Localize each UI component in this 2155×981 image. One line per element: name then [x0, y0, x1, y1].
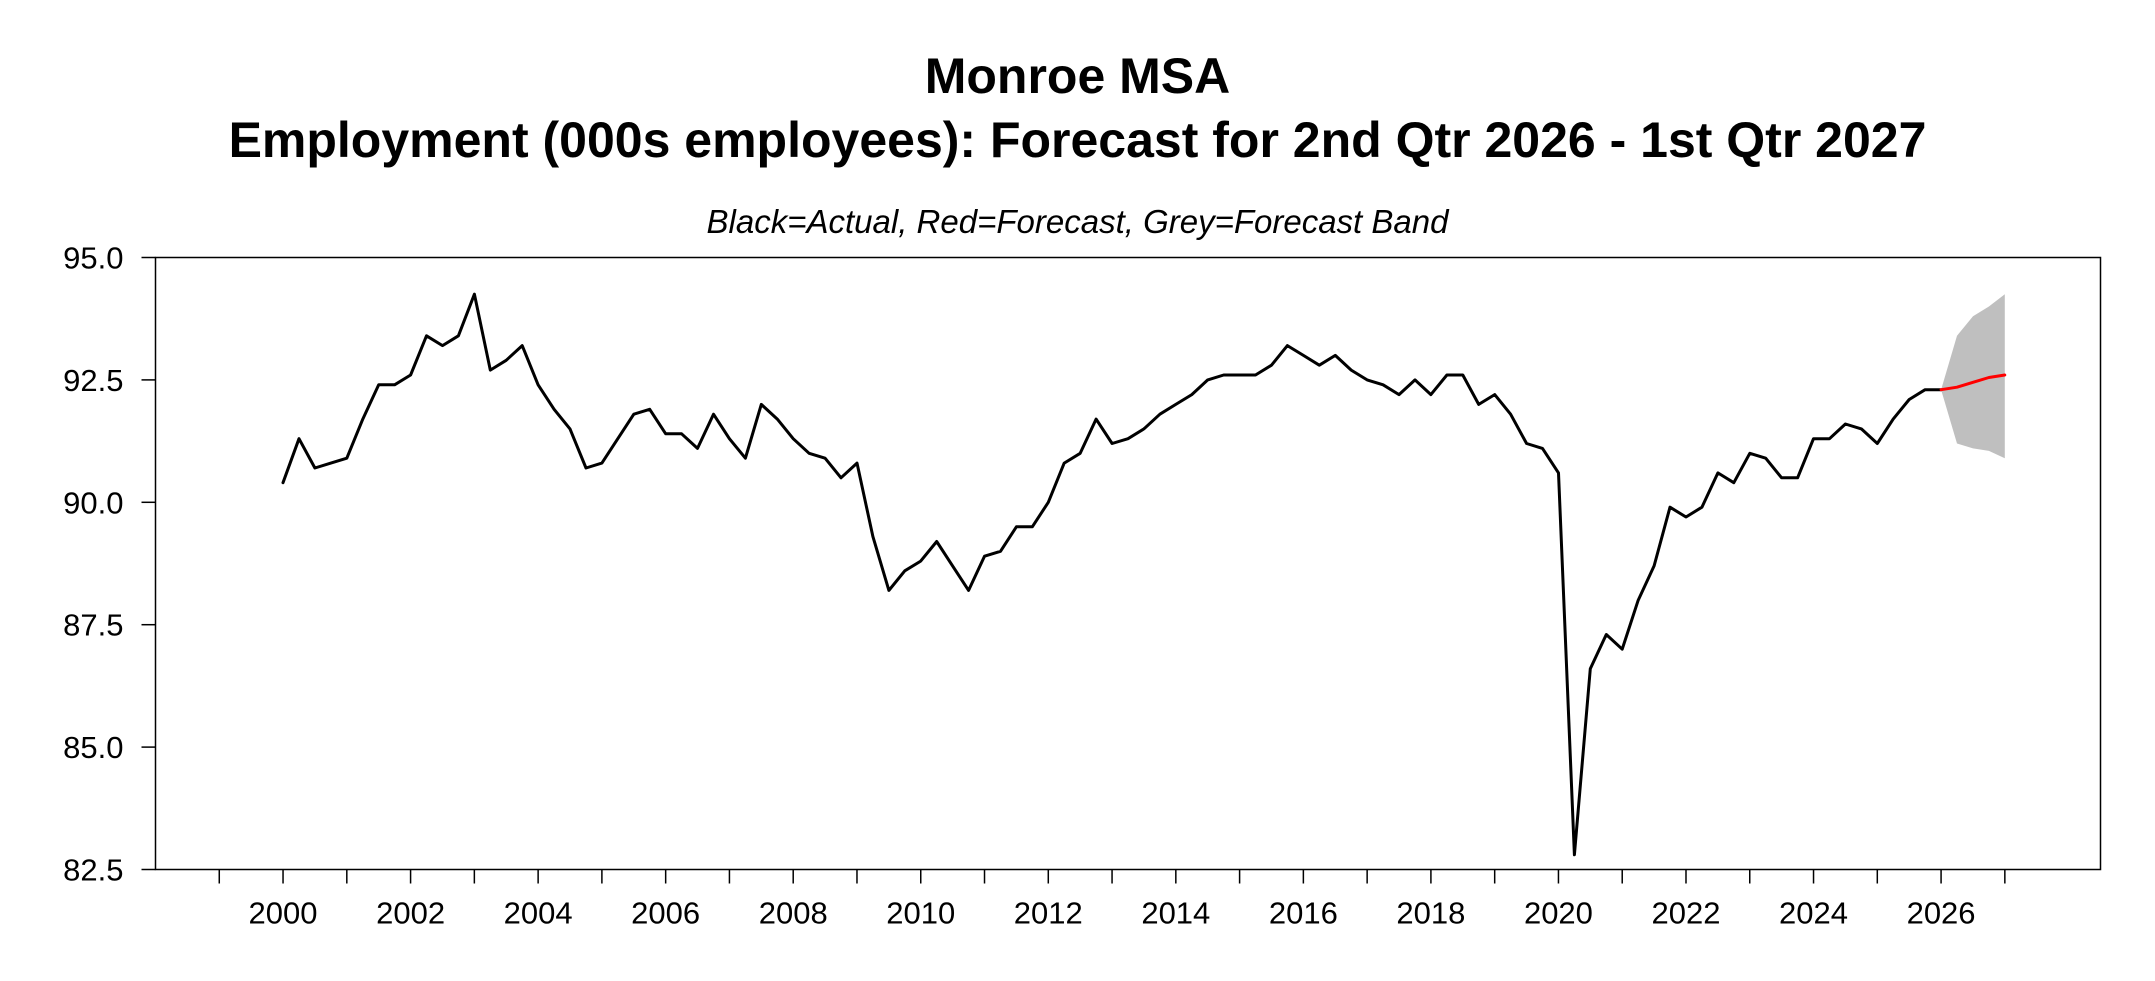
x-tick-label: 2018 [1396, 896, 1465, 931]
chart-subtitle: Employment (000s employees): Forecast fo… [228, 112, 1927, 168]
y-tick-label: 90.0 [63, 485, 123, 520]
x-tick-label: 2004 [504, 896, 573, 931]
forecast-band-layer [1941, 294, 2005, 459]
x-tick-label: 2022 [1652, 896, 1721, 931]
series-lines-layer [281, 292, 2007, 857]
x-tick-label: 2020 [1524, 896, 1593, 931]
x-tick-label: 2006 [631, 896, 700, 931]
y-tick-label: 82.5 [63, 853, 123, 888]
y-tick-label: 95.0 [63, 241, 123, 276]
chart-legend-note: Black=Actual, Red=Forecast, Grey=Forecas… [706, 203, 1449, 240]
actual-series-line [281, 292, 1943, 857]
y-tick-label: 92.5 [63, 363, 123, 398]
x-tick-label: 2026 [1907, 896, 1976, 931]
y-tick-label: 85.0 [63, 730, 123, 765]
forecast-band [1941, 294, 2005, 459]
x-tick-label: 2024 [1779, 896, 1848, 931]
axes-layer: 82.5 85.0 87.5 90.0 92.5 95.0 2000 2002 2004 2006… [63, 241, 2006, 931]
x-tick-label: 2014 [1141, 896, 1210, 931]
x-tick-label: 2002 [376, 896, 445, 931]
forecast-series-line [1939, 373, 2007, 392]
chart-title: Monroe MSA [924, 48, 1231, 104]
x-tick-label: 2012 [1014, 896, 1083, 931]
x-tick-label: 2000 [249, 896, 318, 931]
x-tick-label: 2016 [1269, 896, 1338, 931]
y-tick-label: 87.5 [63, 608, 123, 643]
plot-area-frame [154, 256, 2102, 871]
x-tick-label: 2008 [759, 896, 828, 931]
x-tick-label: 2010 [886, 896, 955, 931]
